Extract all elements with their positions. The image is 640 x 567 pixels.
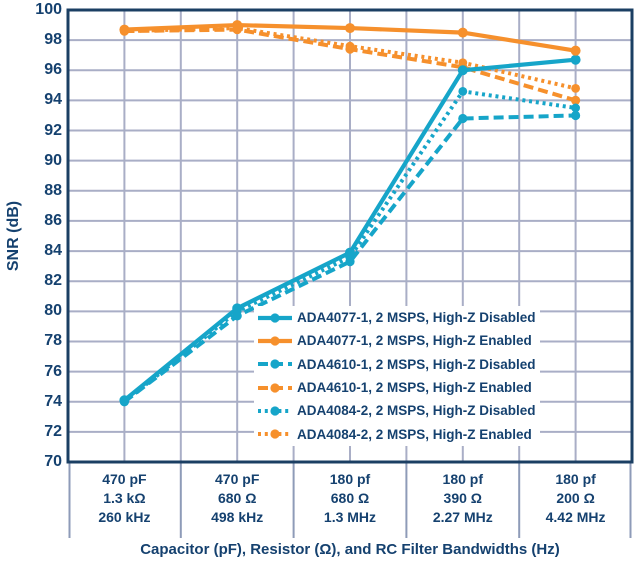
x-category-line: 200 Ω: [556, 490, 595, 506]
x-category-line: 498 kHz: [211, 509, 264, 525]
y-tick-label: 98: [44, 31, 62, 49]
legend-line-sample: [258, 359, 292, 369]
series-marker: [570, 45, 581, 56]
y-tick-label: 100: [35, 1, 62, 18]
legend-line-sample: [258, 429, 292, 439]
series-marker: [232, 20, 243, 31]
series-line: [123, 113, 576, 404]
x-category-line: 470 pF: [102, 471, 147, 487]
x-category-line: 680 Ω: [217, 490, 257, 506]
legend-item: ADA4077-1, 2 MSPS, High-Z Disabled: [258, 306, 536, 329]
y-tick-label: 86: [44, 211, 62, 229]
x-category-line: 180 pf: [555, 471, 596, 487]
y-tick-label: 92: [44, 121, 62, 139]
y-tick-label: 76: [44, 362, 62, 380]
y-tick-label: 82: [44, 272, 62, 290]
series-marker: [570, 54, 581, 65]
series-marker: [119, 395, 130, 406]
x-category-line: 390 Ω: [443, 490, 483, 506]
series-marker: [345, 247, 355, 258]
legend-item-label: ADA4610-1, 2 MSPS, High-Z Enabled: [297, 380, 532, 396]
series-marker: [345, 41, 355, 51]
legend-item-label: ADA4077-1, 2 MSPS, High-Z Disabled: [297, 310, 536, 326]
y-tick-label: 74: [44, 392, 62, 410]
x-category-line: 470 pF: [215, 471, 260, 487]
legend-line-sample: [258, 336, 292, 346]
x-category-label: 470 pF 1.3 kΩ 260 kHz: [70, 470, 179, 527]
x-category-label: 180 pf 680 Ω 1.3 MHz: [296, 470, 405, 527]
x-category-line: 2.27 MHz: [432, 509, 493, 525]
y-tick-label: 70: [44, 453, 62, 470]
y-tick-label: 96: [44, 61, 62, 79]
legend-item: ADA4610-1, 2 MSPS, High-Z Enabled: [258, 376, 536, 399]
legend-item: ADA4610-1, 2 MSPS, High-Z Disabled: [258, 353, 536, 376]
legend-item-label: ADA4077-1, 2 MSPS, High-Z Enabled: [297, 333, 532, 349]
series-marker: [458, 86, 468, 96]
x-category-label: 470 pF 680 Ω 498 kHz: [183, 470, 292, 527]
y-tick-label: 80: [44, 302, 62, 320]
series-marker: [458, 58, 468, 68]
legend-item-label: ADA4610-1, 2 MSPS, High-Z Disabled: [297, 356, 536, 372]
series-marker: [571, 110, 581, 121]
series-marker: [232, 303, 243, 314]
legend-item: ADA4077-1, 2 MSPS, High-Z Enabled: [258, 329, 536, 352]
x-axis-title: Capacitor (pF), Resistor (Ω), and RC Fil…: [140, 541, 560, 558]
y-tick-label: 78: [44, 332, 62, 350]
series-marker: [571, 103, 580, 113]
x-category-line: 260 kHz: [98, 509, 151, 525]
series-marker: [457, 27, 468, 38]
series-marker: [345, 23, 355, 34]
plot-border: [66, 8, 634, 464]
y-tick-label: 84: [44, 242, 62, 260]
x-category-line: 680 Ω: [330, 490, 370, 506]
x-category-line: 1.3 kΩ: [103, 490, 146, 506]
legend-item-label: ADA4084-2, 2 MSPS, High-Z Enabled: [297, 426, 532, 442]
y-tick-label: 72: [44, 422, 62, 440]
series-marker: [571, 83, 580, 93]
x-category-label: 180 pf 390 Ω 2.27 MHz: [408, 470, 517, 527]
x-category-line: 180 pf: [329, 471, 371, 487]
series-marker: [458, 113, 468, 124]
legend-line-sample: [258, 313, 292, 323]
legend-item: ADA4084-2, 2 MSPS, High-Z Enabled: [258, 422, 536, 445]
legend-item: ADA4084-2, 2 MSPS, High-Z Disabled: [258, 399, 536, 422]
series-marker: [119, 24, 130, 35]
x-category-line: 1.3 MHz: [323, 509, 377, 525]
y-tick-label: 88: [44, 181, 62, 199]
legend-item-label: ADA4084-2, 2 MSPS, High-Z Disabled: [297, 403, 536, 419]
series-marker: [571, 95, 581, 105]
legend-line-sample: [258, 382, 292, 393]
x-category-line: 4.42 MHz: [545, 509, 606, 525]
y-tick-label: 94: [44, 91, 62, 109]
x-category-line: 180 pf: [442, 471, 484, 487]
y-tick-label: 90: [44, 151, 62, 169]
series-marker: [457, 65, 468, 76]
legend: ADA4077-1, 2 MSPS, High-Z Disabled ADA407…: [254, 306, 540, 446]
x-category-label: 180 pf 200 Ω 4.42 MHz: [521, 470, 630, 527]
legend-line-sample: [258, 406, 292, 416]
